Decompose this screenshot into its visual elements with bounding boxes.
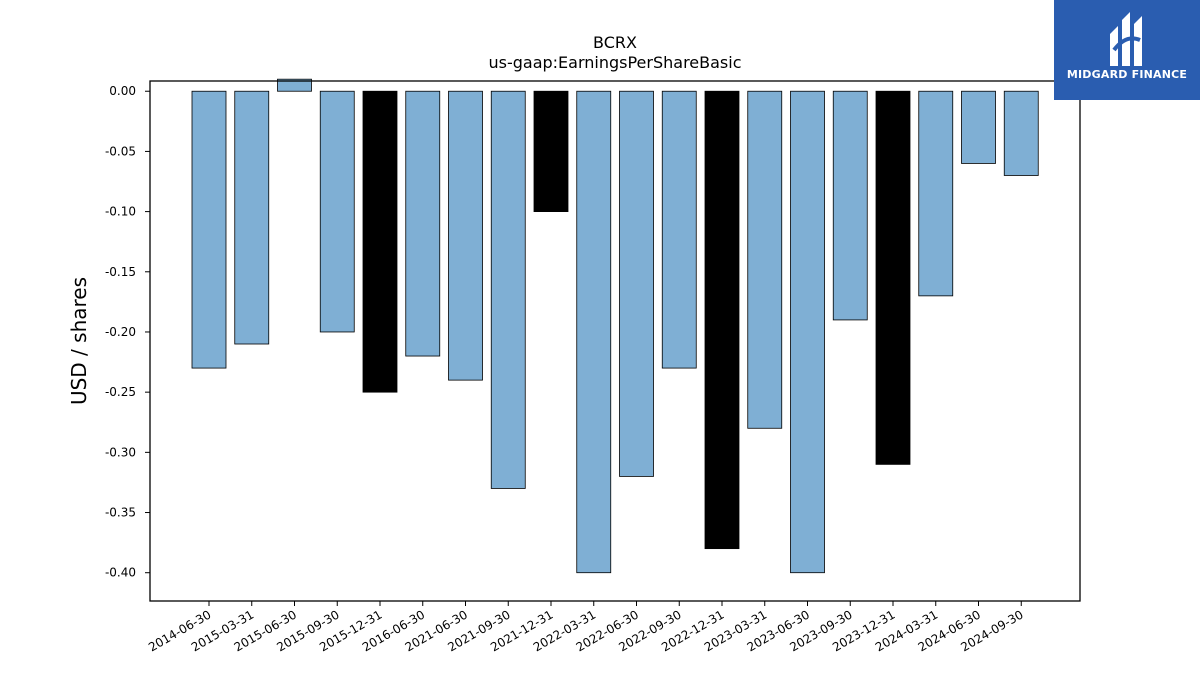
- logo-mark-icon: [1110, 12, 1142, 66]
- bar-2023-03-31: [747, 90, 783, 429]
- bars: [191, 78, 1039, 574]
- bar-2022-03-31: [576, 90, 612, 574]
- y-axis-label: USD / shares: [67, 277, 91, 405]
- y-tick-label: -0.05: [105, 144, 136, 158]
- y-tick-label: -0.30: [105, 445, 136, 459]
- bar-2024-03-31: [918, 90, 954, 297]
- y-tick-label: 0.00: [109, 84, 136, 98]
- bar-2015-12-31: [362, 90, 398, 393]
- y-axis-ticks: 0.00 -0.05 -0.10 -0.15 -0.20 -0.25 -0.30 -0.35 -…: [105, 84, 150, 580]
- bar-2015-03-31: [234, 90, 270, 345]
- bar-2022-06-30: [619, 90, 654, 477]
- chart-subtitle: us-gaap:EarningsPerShareBasic: [488, 53, 741, 72]
- bar-2021-06-30: [448, 90, 483, 381]
- bar-2016-06-30: [405, 90, 441, 357]
- bar-2024-09-30: [1003, 90, 1039, 176]
- y-tick-label: -0.40: [105, 566, 136, 580]
- logo-text: MIDGARD FINANCE: [1066, 68, 1188, 81]
- bar-2022-12-31: [704, 90, 740, 550]
- bar-2023-09-30: [832, 90, 868, 321]
- bar-2023-12-31: [875, 90, 911, 465]
- bar-2024-06-30: [961, 90, 996, 164]
- bar-2022-09-30: [661, 90, 697, 369]
- chart-title: BCRX: [593, 33, 637, 52]
- y-tick-label: -0.20: [105, 325, 136, 339]
- y-tick-label: -0.35: [105, 506, 136, 520]
- bar-2015-06-30: [277, 78, 312, 92]
- y-tick-label: -0.10: [105, 205, 136, 219]
- y-tick-label: -0.15: [105, 265, 136, 279]
- bar-2021-09-30: [490, 90, 526, 489]
- bar-2023-06-30: [790, 90, 825, 574]
- y-tick-label: -0.25: [105, 385, 136, 399]
- x-axis-ticks: 2014-06-302015-03-312015-06-302015-09-30…: [146, 601, 1026, 654]
- plot-frame: [149, 80, 1081, 602]
- logo: MIDGARD FINANCE: [1054, 0, 1200, 100]
- bar-2015-09-30: [319, 90, 355, 333]
- bar-2021-12-31: [533, 90, 569, 213]
- bar-2014-06-30: [191, 90, 227, 369]
